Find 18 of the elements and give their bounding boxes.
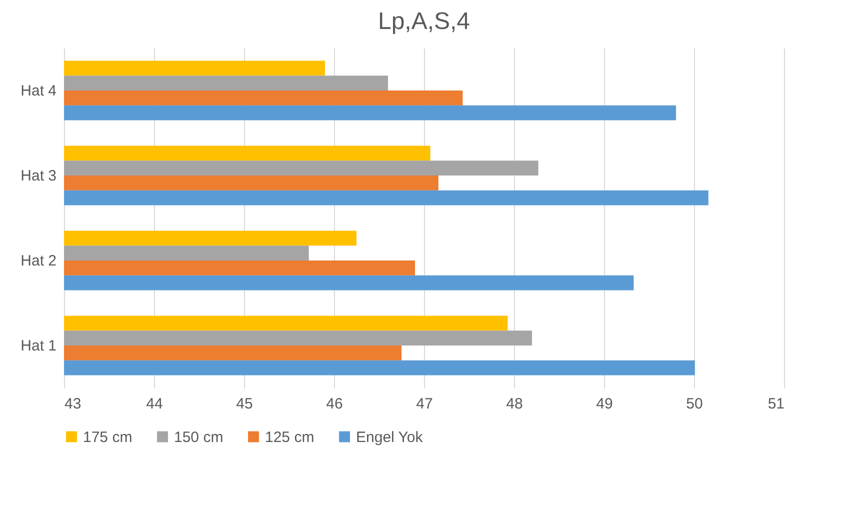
legend-label: Engel Yok (356, 428, 424, 446)
x-tick-label: 46 (326, 396, 343, 412)
y-tick-label: Hat 1 (20, 338, 56, 354)
y-tick-label: Hat 2 (20, 252, 56, 270)
x-tick-label: 47 (416, 396, 433, 412)
x-tick-label: 45 (236, 396, 253, 412)
x-tick-label: 43 (64, 396, 82, 412)
x-tick-label: 48 (506, 396, 523, 412)
legend-label: 175 cm (83, 428, 132, 446)
x-tick-label: 49 (596, 396, 613, 412)
x-tick-label: 51 (768, 396, 784, 412)
y-tick-label: Hat 3 (20, 168, 56, 184)
chart-title: Lp,A,S,4 (378, 8, 470, 35)
x-tick-label: 44 (146, 396, 163, 412)
x-tick-label: 50 (686, 396, 703, 412)
legend-label: 150 cm (174, 428, 224, 446)
legend-label: 125 cm (265, 428, 314, 446)
y-tick-label: Hat 4 (20, 82, 56, 100)
